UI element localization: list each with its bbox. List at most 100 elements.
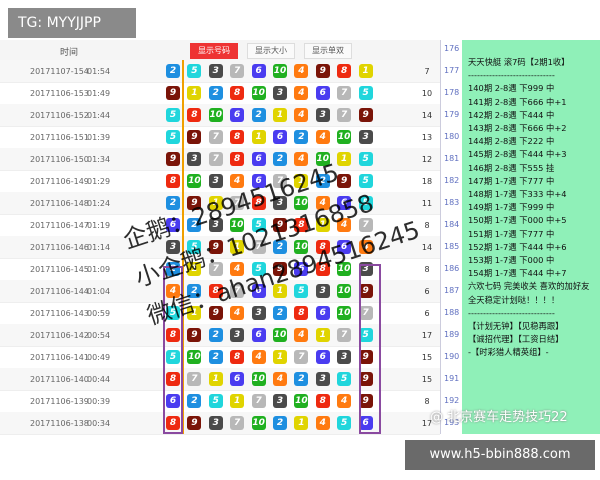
row-id: 20171107-154 [30, 67, 89, 76]
number-ball: 8 [294, 218, 309, 232]
row-id: 20171106-151 [30, 133, 89, 142]
row-id: 20171106-139 [30, 397, 89, 406]
number-ball: 5 [187, 240, 202, 254]
plan-line: ----------------------------- [468, 307, 555, 318]
line-number: 184 [444, 220, 460, 229]
number-ball: 9 [315, 64, 330, 78]
number-ball: 3 [273, 196, 287, 210]
number-ball: 7 [337, 108, 352, 122]
number-ball: 3 [315, 284, 330, 298]
number-ball: 6 [337, 240, 352, 254]
header-button[interactable]: 显示单双 [304, 43, 352, 59]
number-ball: 1 [230, 240, 245, 254]
line-number: 176 [444, 44, 460, 53]
plan-line: 143期 2-8遇 下666 中+2 [468, 123, 567, 134]
number-ball: 8 [230, 130, 245, 144]
row-id: 20171106-141 [30, 353, 89, 362]
row-time: 01:14 [87, 243, 111, 252]
plan-line: ----------------------------- [468, 70, 555, 81]
number-ball: 1 [208, 372, 223, 386]
number-ball: 10 [294, 240, 309, 254]
header-time: 时间 [60, 48, 79, 58]
number-ball: 6 [315, 350, 330, 364]
number-ball: 4 [294, 152, 309, 166]
number-ball: 6 [251, 64, 266, 78]
number-ball: 8 [230, 152, 245, 166]
number-ball: 3 [208, 416, 223, 430]
number-ball: 9 [187, 196, 202, 210]
number-ball: 1 [315, 328, 330, 342]
plan-line: 142期 2-8遇 下444 中 [468, 109, 555, 120]
number-ball: 2 [187, 394, 202, 408]
number-ball: 10 [337, 130, 352, 144]
header-button[interactable]: 显示号码 [190, 43, 238, 59]
number-ball: 1 [187, 86, 202, 100]
number-ball: 2 [273, 306, 287, 320]
number-ball: 3 [208, 174, 223, 188]
plan-line: 全天稳定计划哒！！！！ [468, 294, 560, 305]
row-sum: 14 [421, 243, 433, 252]
row-id: 20171106-143 [30, 309, 89, 318]
number-ball: 3 [358, 130, 373, 144]
number-ball: 7 [358, 306, 373, 320]
number-ball: 5 [358, 86, 373, 100]
number-ball: 4 [294, 86, 309, 100]
plan-line: 六欢七码 完美收关 喜欢的加好友 [468, 281, 590, 292]
number-ball: 1 [273, 284, 287, 298]
row-id: 20171106-144 [30, 287, 89, 296]
row-sum: 15 [421, 353, 433, 362]
line-number: 180 [444, 132, 460, 141]
number-ball: 8 [166, 372, 180, 386]
number-ball: 9 [358, 394, 373, 408]
number-ball: 9 [208, 240, 223, 254]
row-id: 20171106-140 [30, 375, 89, 384]
row-time: 01:04 [87, 287, 111, 296]
number-ball: 3 [337, 350, 352, 364]
row-time: 01:54 [87, 67, 111, 76]
plan-line: 154期 1-7遇 下444 中+7 [468, 268, 567, 279]
number-ball: 6 [337, 196, 352, 210]
number-ball: 8 [230, 350, 245, 364]
plan-line: 149期 1-7遇 下999 中 [468, 202, 555, 213]
table-row: 20171106-150 01:34 9 3 7 8 6 2 4 10 1 5 12 [0, 148, 440, 171]
row-time: 00:34 [87, 419, 111, 428]
number-ball: 9 [358, 372, 373, 386]
number-ball: 10 [337, 306, 352, 320]
number-ball: 10 [337, 262, 352, 276]
row-id: 20171106-146 [30, 243, 89, 252]
plan-line: 146期 2-8遇 下555 挂 [468, 162, 555, 173]
line-number: 178 [444, 88, 460, 97]
number-ball: 2 [208, 350, 223, 364]
number-ball: 5 [166, 108, 180, 122]
plan-line: 151期 1-7遇 下777 中 [468, 228, 555, 239]
plan-line: 145期 2-8遇 下444 中+3 [468, 149, 567, 160]
table-row: 20171106-149 01:29 8 10 3 4 6 7 1 2 9 5 18 [0, 170, 440, 193]
number-ball: 2 [208, 328, 223, 342]
number-ball: 9 [208, 306, 223, 320]
number-ball: 6 [251, 174, 266, 188]
number-ball: 10 [337, 284, 352, 298]
number-ball: 10 [273, 328, 287, 342]
row-sum: 8 [424, 397, 430, 406]
number-ball: 5 [337, 372, 352, 386]
number-ball: 10 [273, 64, 287, 78]
number-ball: 2 [208, 86, 223, 100]
number-ball: 4 [337, 218, 352, 232]
number-ball: 9 [166, 86, 180, 100]
number-ball: 8 [294, 306, 309, 320]
number-ball: 1 [208, 196, 223, 210]
number-ball: 7 [230, 416, 245, 430]
number-ball: 5 [337, 416, 352, 430]
plan-line: 153期 1-7遇 下000 中 [468, 255, 555, 266]
number-ball: 4 [251, 350, 266, 364]
header-button[interactable]: 显示大小 [247, 43, 295, 59]
line-number: 189 [444, 330, 460, 339]
number-ball: 2 [294, 130, 309, 144]
number-ball: 1 [294, 174, 309, 188]
number-ball: 3 [273, 394, 287, 408]
number-ball: 1 [187, 306, 202, 320]
number-ball: 8 [251, 196, 266, 210]
line-number: 188 [444, 308, 460, 317]
plan-panel: 天天快艇 滚7码【2期1收】 --------------------------… [462, 40, 600, 434]
row-sum: 8 [424, 221, 430, 230]
